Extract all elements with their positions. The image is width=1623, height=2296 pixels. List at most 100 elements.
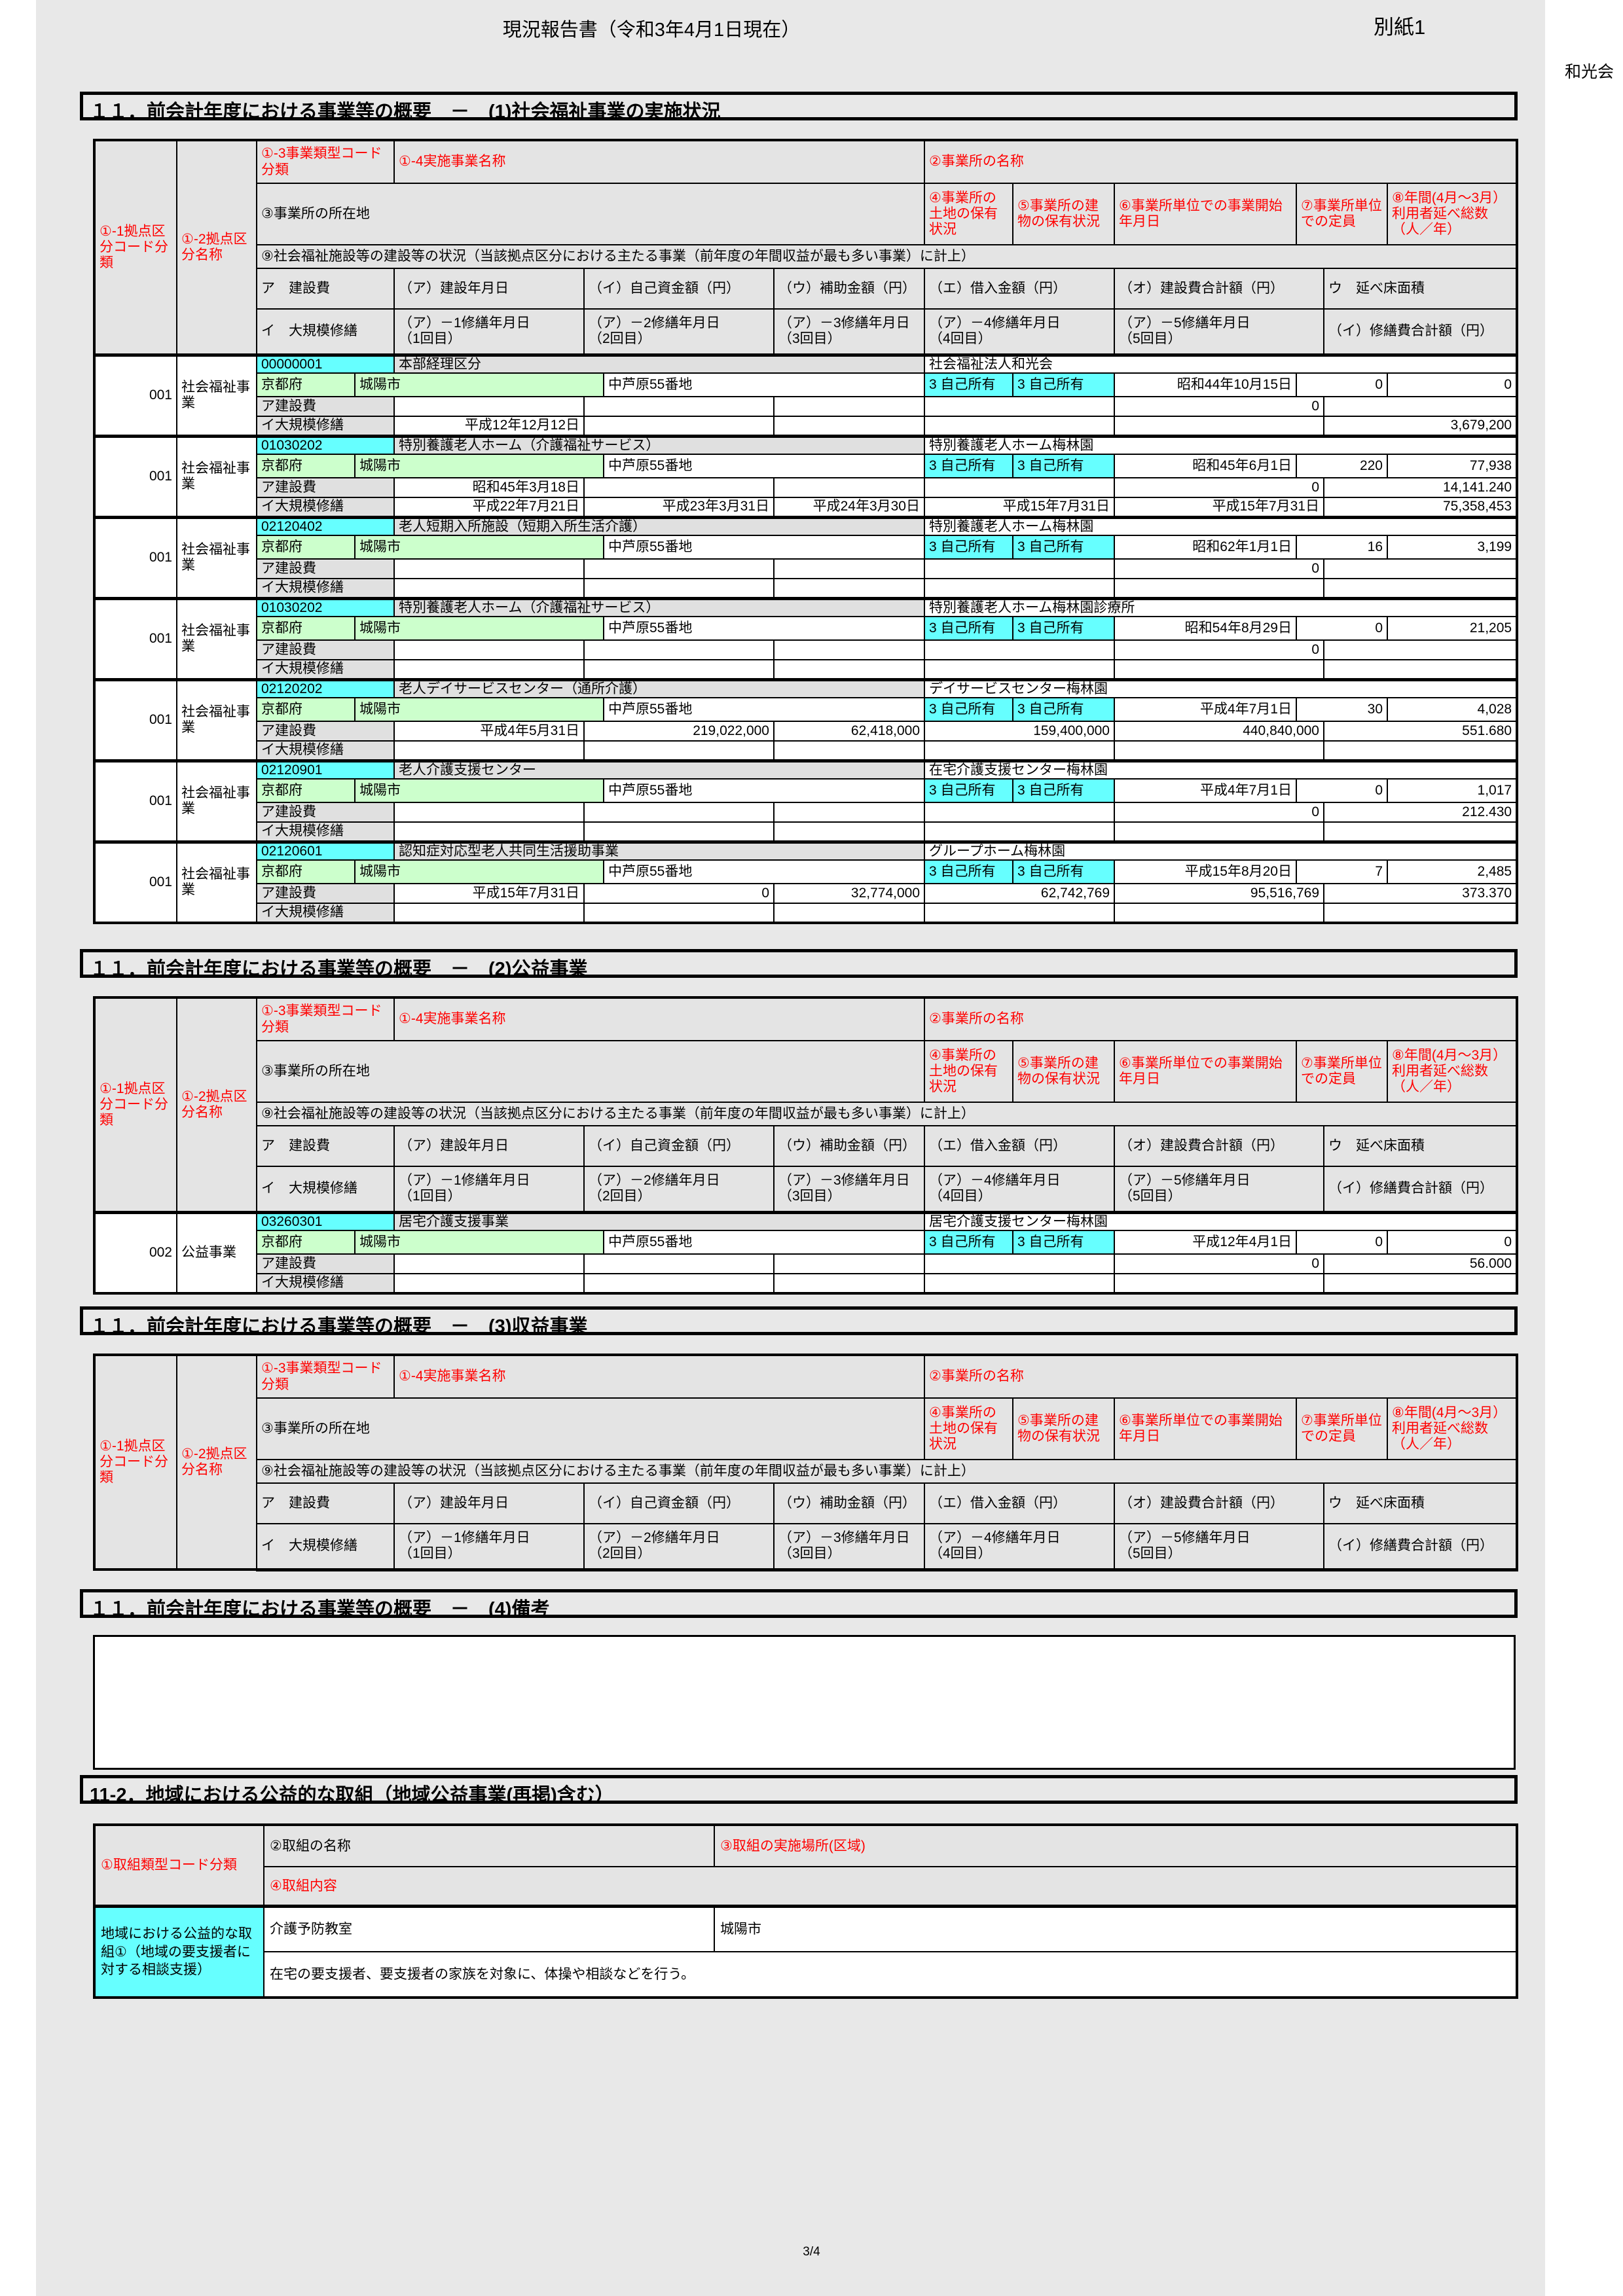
office-name-cell: 社会福祉法人和光会 — [923, 353, 1518, 374]
header-office-address: ③事業所の所在地 — [256, 1040, 925, 1103]
repair-label-cell: イ大規模修繕 — [256, 1273, 395, 1294]
table-row: ア建設費 0 212.430 — [94, 802, 1518, 823]
own-funds-cell: 0 — [583, 883, 775, 904]
city-cell: 城陽市 — [354, 778, 604, 803]
business-row-group: 001 社会福祉事業 02120901 老人介護支援センター 在宅介護支援センタ… — [94, 759, 1518, 842]
section-3-header: １１．前会計年度における事業等の概要 － (3)収益事業 — [80, 1306, 1518, 1335]
repair-date-4-cell — [924, 740, 1115, 761]
own-funds-cell — [583, 1253, 775, 1274]
header-start-date: ⑥事業所単位での事業開始年月日 — [1114, 183, 1297, 245]
table-row: 京都府 城陽市 中芦原55番地 3 自己所有 3 自己所有 昭和54年8月29日… — [94, 616, 1518, 641]
repair-label-cell: イ大規模修繕 — [256, 659, 395, 680]
repair-date-3-cell — [773, 416, 925, 437]
table-row: イ大規模修繕 — [94, 659, 1518, 680]
city-cell: 城陽市 — [354, 1230, 604, 1255]
prefecture-cell: 京都府 — [256, 454, 356, 478]
kyoten-name-cell: 社会福祉事業 — [176, 353, 257, 437]
header-own-funds: （イ）自己資金額（円） — [583, 1482, 775, 1524]
header-row-2: ④取組内容 — [94, 1866, 1518, 1908]
header-repair-date-5: （ア）－5修繕年月日 （5回目） — [1114, 308, 1324, 357]
header-building-ownership: ⑤事業所の建物の保有状況 — [1012, 183, 1115, 245]
land-ownership-cell: 3 自己所有 — [924, 535, 1013, 560]
header-row-3: ⑨社会福祉施設等の建設等の状況（当該拠点区分における主たる事業（前年度の年間収益… — [94, 244, 1518, 269]
table-row: ア建設費 平成15年7月31日 0 32,774,000 62,742,769 … — [94, 883, 1518, 904]
header-construction-total: （オ）建設費合計額（円） — [1114, 1125, 1324, 1167]
construction-label-cell: ア建設費 — [256, 396, 395, 417]
header-repair-date-1: （ア）－1修繕年月日 （1回目） — [393, 308, 585, 357]
construction-date-cell — [393, 1253, 585, 1274]
business-row-group: 001 社会福祉事業 01030202 特別養護老人ホーム（介護福祉サービス） … — [94, 596, 1518, 680]
header-kyoten-name: ①-2拠点区分名称 — [176, 1354, 257, 1570]
table-row: ア建設費 0 — [94, 558, 1518, 579]
header-business-type-code: ①-3事業類型コード分類 — [256, 997, 395, 1041]
office-name-cell: 在宅介護支援センター梅林園 — [923, 759, 1518, 780]
subsidy-cell — [773, 802, 925, 823]
table-row: 001 社会福祉事業 01030202 特別養護老人ホーム（介護福祉サービス） … — [94, 596, 1518, 680]
city-cell: 城陽市 — [354, 454, 604, 478]
community-table-header: ①取組類型コード分類 ②取組の名称 ③取組の実施場所(区域) ④取組内容 — [94, 1824, 1518, 1908]
subsidy-cell — [773, 639, 925, 660]
header-own-funds: （イ）自己資金額（円） — [583, 1125, 775, 1167]
loan-cell — [924, 477, 1115, 498]
header-construction-status: ⑨社会福祉施設等の建設等の状況（当該拠点区分における主たる事業（前年度の年間収益… — [255, 1459, 1518, 1484]
repair-label-cell: イ大規模修繕 — [256, 740, 395, 761]
construction-total-cell: 440,840,000 — [1114, 721, 1324, 742]
page-number: 3/4 — [803, 2245, 820, 2259]
page-title: 現況報告書（令和3年4月1日現在） — [502, 20, 801, 41]
business-row-group: 001 社会福祉事業 01030202 特別養護老人ホーム（介護福祉サービス） … — [94, 434, 1518, 518]
table-row: 京都府 城陽市 中芦原55番地 3 自己所有 3 自己所有 平成15年8月20日… — [94, 859, 1518, 884]
header-row-1: ①取組類型コード分類 ②取組の名称 ③取組の実施場所(区域) — [94, 1824, 1518, 1907]
kyoten-code-cell: 001 — [94, 840, 177, 924]
header-business-name: ①-4実施事業名称 — [393, 1354, 925, 1399]
floor-area-cell: 373.370 — [1322, 883, 1518, 904]
subsidy-cell: 32,774,000 — [773, 883, 925, 904]
initiative-type-cell: 地域における公益的な取組①（地域の要支援者に対する相談支援） — [94, 1904, 264, 1998]
land-ownership-cell: 3 自己所有 — [924, 778, 1013, 803]
header-repair-date-2: （ア）－2修繕年月日 （2回目） — [583, 308, 775, 357]
own-funds-cell: 219,022,000 — [583, 721, 775, 742]
prefecture-cell: 京都府 — [256, 778, 356, 803]
business-name-cell: 特別養護老人ホーム（介護福祉サービス） — [393, 596, 925, 617]
construction-total-cell: 0 — [1114, 1253, 1324, 1274]
header-repair-label: イ 大規模修繕 — [256, 1523, 395, 1571]
city-cell: 城陽市 — [354, 697, 604, 722]
header-loan: （エ）借入金額（円） — [924, 1482, 1115, 1524]
header-loan: （エ）借入金額（円） — [924, 268, 1115, 310]
kyoten-name-cell: 社会福祉事業 — [176, 677, 257, 761]
loan-cell: 159,400,000 — [924, 721, 1115, 742]
header-row-2: ③事業所の所在地 ④事業所の土地の保有状況 ⑤事業所の建物の保有状況 ⑥事業所単… — [94, 1040, 1518, 1103]
construction-label-cell: ア建設費 — [256, 1253, 395, 1274]
repair-date-1-cell — [393, 659, 585, 680]
loan-cell — [924, 802, 1115, 823]
kyoten-code-cell: 001 — [94, 596, 177, 680]
repair-date-4-cell: 平成15年7月31日 — [924, 497, 1115, 518]
start-date-cell: 平成12年4月1日 — [1114, 1230, 1297, 1255]
business-code-cell: 02120601 — [256, 840, 395, 861]
repair-date-1-cell — [393, 740, 585, 761]
capacity-cell: 0 — [1296, 778, 1388, 803]
capacity-cell: 16 — [1296, 535, 1388, 560]
floor-area-cell — [1322, 639, 1518, 660]
address-cell: 中芦原55番地 — [603, 616, 925, 641]
repair-total-cell: 3,679,200 — [1322, 416, 1518, 437]
business-name-cell: 老人デイサービスセンター（通所介護） — [393, 677, 925, 698]
kyoten-code-cell: 001 — [94, 677, 177, 761]
business-table-header: ①-1拠点区分コード分類 ①-2拠点区分名称 ①-3事業類型コード分類 ①-4実… — [94, 139, 1518, 357]
loan-cell — [924, 1253, 1115, 1274]
land-ownership-cell: 3 自己所有 — [924, 697, 1013, 722]
header-row-2: ③事業所の所在地 ④事業所の土地の保有状況 ⑤事業所の建物の保有状況 ⑥事業所単… — [94, 183, 1518, 245]
header-initiative-content: ④取組内容 — [263, 1866, 1518, 1908]
business-name-cell: 本部経理区分 — [393, 353, 925, 374]
header-loan: （エ）借入金額（円） — [924, 1125, 1115, 1167]
business-name-cell: 老人介護支援センター — [393, 759, 925, 780]
header-repair-date-5: （ア）－5修繕年月日 （5回目） — [1114, 1523, 1324, 1571]
capacity-cell: 30 — [1296, 697, 1388, 722]
office-name-cell: グループホーム梅林園 — [923, 840, 1518, 861]
floor-area-cell: 551.680 — [1322, 721, 1518, 742]
table-row: イ大規模修繕 — [94, 578, 1518, 599]
initiative-name-cell: 介護予防教室 — [263, 1904, 715, 1952]
header-start-date: ⑥事業所単位での事業開始年月日 — [1114, 1040, 1297, 1103]
repair-label-cell: イ大規模修繕 — [256, 497, 395, 518]
city-cell: 城陽市 — [354, 372, 604, 397]
repair-date-4-cell — [924, 659, 1115, 680]
